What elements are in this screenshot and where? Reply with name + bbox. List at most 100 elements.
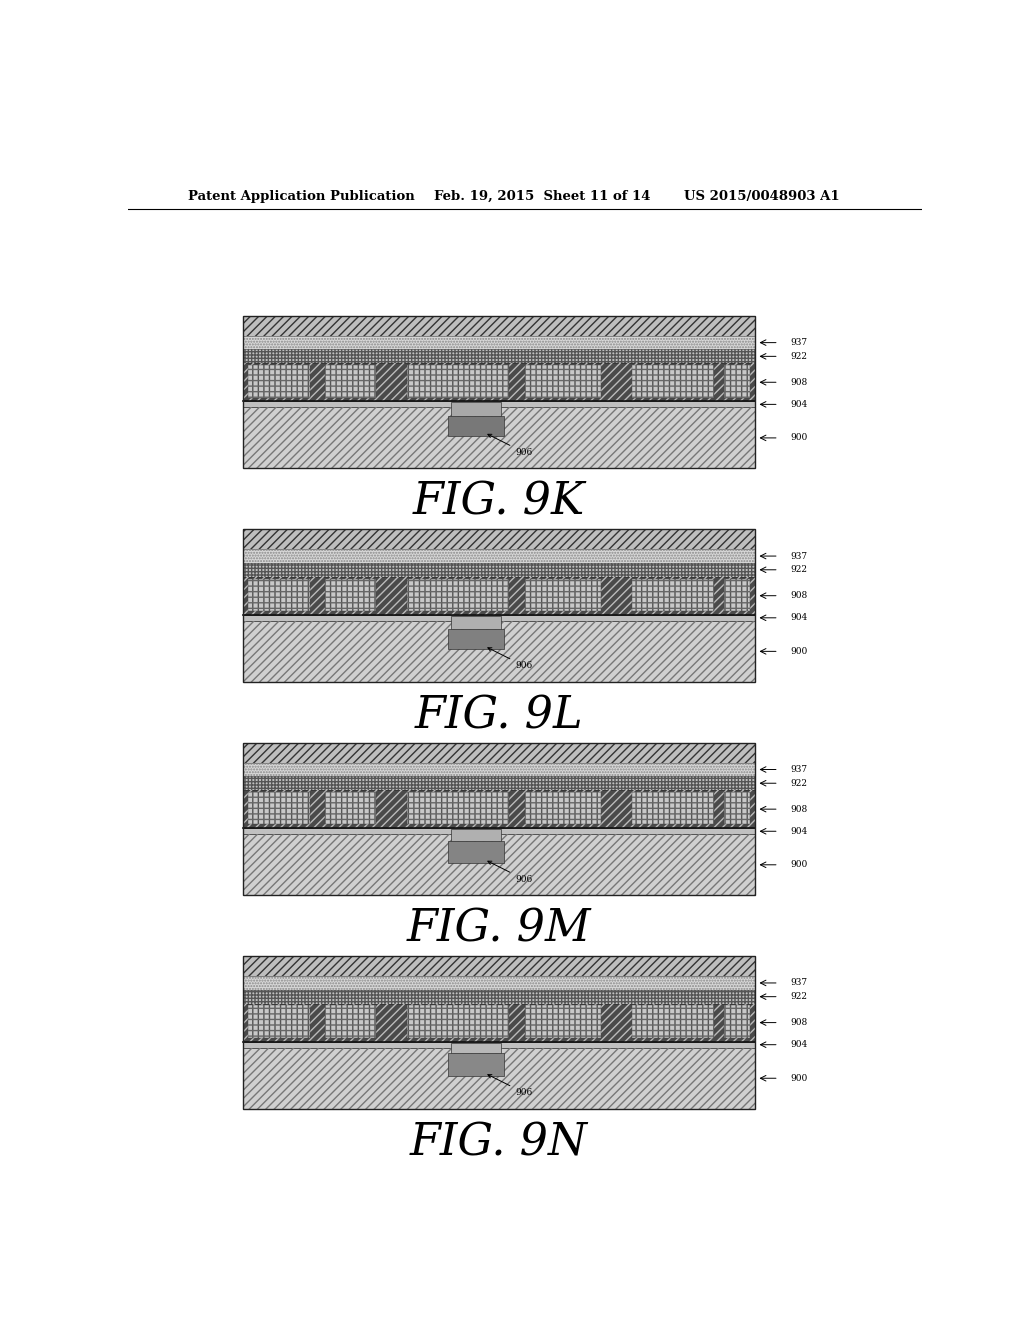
Bar (243, 577, 755, 615)
Bar (243, 562, 755, 577)
Bar (447, 1053, 504, 1076)
Text: 900: 900 (791, 433, 808, 442)
Bar (243, 549, 755, 562)
Bar (325, 366, 376, 397)
Bar (325, 792, 376, 825)
Text: 900: 900 (791, 861, 808, 870)
Bar (325, 366, 376, 397)
Bar (632, 1006, 714, 1038)
Bar (407, 792, 509, 825)
Bar (524, 366, 601, 397)
Bar (243, 791, 755, 828)
Bar (248, 792, 309, 825)
Bar (243, 956, 755, 1109)
Text: 906: 906 (487, 434, 532, 457)
Bar (325, 1006, 376, 1038)
Bar (243, 776, 755, 791)
Bar (407, 366, 509, 397)
Bar (243, 975, 755, 990)
Bar (243, 620, 755, 682)
Bar (248, 578, 309, 611)
Bar (243, 990, 755, 1003)
Text: 904: 904 (791, 1040, 808, 1049)
Bar (632, 578, 714, 611)
Bar (447, 628, 504, 649)
Bar (243, 975, 755, 990)
Text: 908: 908 (791, 805, 808, 813)
Bar (724, 578, 750, 611)
Text: 906: 906 (487, 1074, 532, 1097)
Text: 906: 906 (487, 648, 532, 671)
Bar (243, 408, 755, 469)
Bar (407, 366, 509, 397)
Bar (243, 763, 755, 776)
Bar (243, 956, 755, 975)
Text: 900: 900 (791, 1073, 808, 1082)
Text: FIG. 9L: FIG. 9L (415, 694, 583, 737)
Bar (243, 791, 755, 828)
Bar (248, 578, 309, 611)
Bar (407, 792, 509, 825)
Bar (248, 366, 309, 397)
Bar (632, 578, 714, 611)
Bar (632, 366, 714, 397)
Bar (243, 529, 755, 682)
Text: Feb. 19, 2015  Sheet 11 of 14: Feb. 19, 2015 Sheet 11 of 14 (433, 190, 650, 202)
Bar (724, 578, 750, 611)
Bar (243, 408, 755, 469)
Bar (632, 578, 714, 611)
Bar (724, 1006, 750, 1038)
Bar (724, 578, 750, 611)
Bar (243, 401, 755, 408)
Text: Patent Application Publication: Patent Application Publication (187, 190, 415, 202)
Text: 937: 937 (791, 338, 808, 347)
Bar (243, 776, 755, 791)
Text: FIG. 9M: FIG. 9M (407, 907, 591, 950)
Bar (243, 363, 755, 401)
Text: FIG. 9N: FIG. 9N (410, 1121, 588, 1164)
Text: 922: 922 (791, 352, 808, 360)
Bar (243, 1003, 755, 1041)
Bar (243, 743, 755, 763)
Bar (243, 828, 755, 834)
Bar (243, 315, 755, 335)
Bar (243, 1041, 755, 1048)
Text: 906: 906 (487, 861, 532, 883)
Bar (524, 1006, 601, 1038)
Bar (524, 1006, 601, 1038)
Bar (243, 834, 755, 895)
Bar (243, 335, 755, 350)
Text: 904: 904 (791, 400, 808, 409)
Bar (243, 1048, 755, 1109)
Bar (724, 792, 750, 825)
Bar (524, 366, 601, 397)
Bar (524, 578, 601, 611)
Bar (407, 1006, 509, 1038)
Bar (243, 990, 755, 1003)
Bar (524, 366, 601, 397)
Bar (243, 350, 755, 363)
Bar (325, 366, 376, 397)
Bar (524, 578, 601, 611)
Bar (447, 841, 504, 863)
Bar (248, 1006, 309, 1038)
Bar (325, 578, 376, 611)
Bar (407, 578, 509, 611)
Text: 937: 937 (791, 978, 808, 987)
Bar (325, 1006, 376, 1038)
Text: 904: 904 (791, 614, 808, 622)
Bar (632, 792, 714, 825)
Bar (724, 792, 750, 825)
Bar (451, 1043, 502, 1053)
Bar (325, 792, 376, 825)
Bar (524, 578, 601, 611)
Bar (243, 350, 755, 363)
Bar (243, 1048, 755, 1109)
Bar (243, 549, 755, 562)
Bar (524, 1006, 601, 1038)
Bar (325, 1006, 376, 1038)
Bar (407, 578, 509, 611)
Bar (243, 529, 755, 549)
Text: 922: 922 (791, 993, 808, 1001)
Bar (248, 792, 309, 825)
